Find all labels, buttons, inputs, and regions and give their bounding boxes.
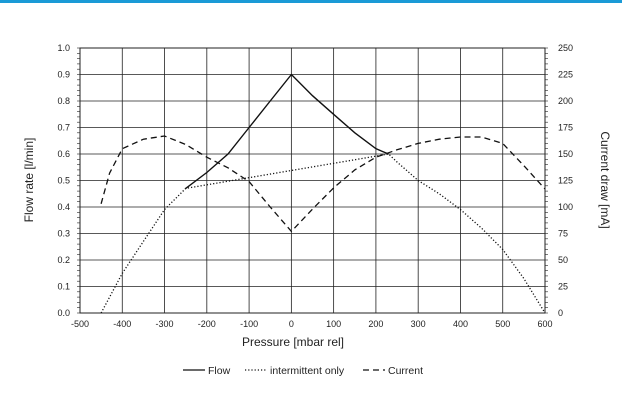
legend-label: intermittent only <box>270 365 345 377</box>
y-tick-label: 0.4 <box>57 202 70 212</box>
x-tick-label: -200 <box>198 319 216 329</box>
y2-tick-label: 225 <box>558 70 573 80</box>
y-tick-label: 0.7 <box>57 123 70 133</box>
series-line-intermittent-only <box>100 153 546 314</box>
x-tick-label: -500 <box>71 319 89 329</box>
x-tick-label: -300 <box>156 319 174 329</box>
x-tick-label: 300 <box>411 319 426 329</box>
series-layer <box>100 73 546 314</box>
y2-tick-label: 125 <box>558 176 573 186</box>
series-line-flow <box>185 73 389 189</box>
y-tick-label: 0.0 <box>57 308 70 318</box>
x-tick-label: 400 <box>453 319 468 329</box>
y-axis-label: Flow rate [l/min] <box>22 138 36 223</box>
x-tick-label: -100 <box>240 319 258 329</box>
top-accent-rule <box>0 0 622 3</box>
x-tick-label: 100 <box>326 319 341 329</box>
x-tick-label: 500 <box>495 319 510 329</box>
plot-frame <box>79 47 546 314</box>
y-tick-label: 0.5 <box>57 176 70 186</box>
y-tick-label: 0.3 <box>57 229 70 239</box>
y-tick-label: 0.8 <box>57 96 70 106</box>
y2-tick-label: 75 <box>558 229 568 239</box>
legend: Flow intermittent only Current <box>183 365 423 377</box>
y2-tick-label: 0 <box>558 308 563 318</box>
legend-label: Current <box>388 365 423 377</box>
y2-axis-label: Current draw [mA] <box>598 131 612 228</box>
y2-tick-label: 200 <box>558 96 573 106</box>
x-tick-label: -400 <box>113 319 131 329</box>
series-line-current <box>100 135 546 233</box>
legend-label: Flow <box>208 365 231 377</box>
grid <box>77 47 548 314</box>
y2-tick-label: 250 <box>558 43 573 53</box>
y-tick-label: 0.9 <box>57 70 70 80</box>
y2-tick-label: 175 <box>558 123 573 133</box>
y-tick-label: 0.1 <box>57 282 70 292</box>
x-tick-label: 600 <box>537 319 552 329</box>
y2-tick-label: 25 <box>558 282 568 292</box>
x-axis-label: Pressure [mbar rel] <box>242 335 344 349</box>
x-tick-label: 200 <box>368 319 383 329</box>
y-tick-label: 0.2 <box>57 255 70 265</box>
y2-tick-label: 100 <box>558 202 573 212</box>
x-tick-label: 0 <box>289 319 294 329</box>
y2-tick-label: 50 <box>558 255 568 265</box>
y2-tick-label: 150 <box>558 149 573 159</box>
y-tick-label: 0.6 <box>57 149 70 159</box>
tick-labels: -500 -400 -300 -200 -100 0 100 200 300 400 500 6000… <box>57 43 573 329</box>
y-tick-label: 1.0 <box>57 43 70 53</box>
